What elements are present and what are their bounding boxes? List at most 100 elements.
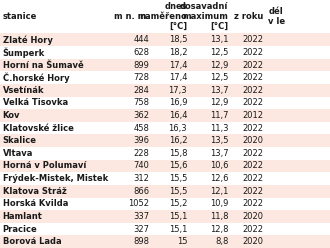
Text: Zlaté Hory: Zlaté Hory: [3, 35, 52, 45]
Text: 12,8: 12,8: [210, 225, 228, 234]
Text: 2022: 2022: [242, 124, 263, 133]
Text: 2022: 2022: [242, 161, 263, 170]
Text: dél
v le: dél v le: [268, 7, 285, 26]
Text: Horní na Šumavě: Horní na Šumavě: [3, 61, 83, 69]
Text: 15,8: 15,8: [169, 149, 187, 158]
Text: 13,7: 13,7: [210, 86, 228, 95]
Text: 2022: 2022: [242, 86, 263, 95]
Text: 12,9: 12,9: [210, 61, 228, 69]
Text: 337: 337: [133, 212, 149, 221]
Bar: [0, 46, 330, 59]
Bar: [0, 160, 330, 172]
Bar: [0, 71, 330, 84]
Text: 444: 444: [133, 35, 149, 44]
Text: 2022: 2022: [242, 199, 263, 208]
Text: 2022: 2022: [242, 61, 263, 69]
Text: dosavadní
maximum
[°C]: dosavadní maximum [°C]: [180, 2, 228, 31]
Text: 396: 396: [133, 136, 149, 145]
Text: 2022: 2022: [242, 98, 263, 107]
Text: 740: 740: [133, 161, 149, 170]
Bar: [0, 147, 330, 160]
Text: 12,9: 12,9: [210, 98, 228, 107]
Text: 17,3: 17,3: [169, 86, 187, 95]
Text: 12,5: 12,5: [210, 73, 228, 82]
Text: 10,9: 10,9: [210, 199, 228, 208]
Text: Vsetínák: Vsetínák: [3, 86, 44, 95]
Text: 17,4: 17,4: [169, 73, 187, 82]
Text: Pracice: Pracice: [3, 225, 37, 234]
Text: m n. m.: m n. m.: [114, 12, 149, 21]
Text: 15,1: 15,1: [169, 212, 187, 221]
Text: 12,6: 12,6: [210, 174, 228, 183]
Text: 16,3: 16,3: [169, 124, 187, 133]
Text: 728: 728: [133, 73, 149, 82]
Text: Vltava: Vltava: [3, 149, 33, 158]
Bar: [0, 210, 330, 223]
Text: 13,7: 13,7: [210, 149, 228, 158]
Text: 16,4: 16,4: [169, 111, 187, 120]
Text: 15,5: 15,5: [169, 187, 187, 196]
Text: 2020: 2020: [242, 237, 263, 246]
Text: 18,2: 18,2: [169, 48, 187, 57]
Text: Klatovské žlice: Klatovské žlice: [3, 124, 74, 133]
Text: z roku: z roku: [234, 12, 263, 21]
Text: Skalice: Skalice: [3, 136, 37, 145]
Text: 2020: 2020: [242, 212, 263, 221]
Text: Horská Kvilda: Horská Kvilda: [3, 199, 68, 208]
Text: 628: 628: [133, 48, 149, 57]
Bar: [0, 122, 330, 134]
Text: Klatova Stráž: Klatova Stráž: [3, 187, 66, 196]
Text: 312: 312: [133, 174, 149, 183]
Text: 15,5: 15,5: [169, 174, 187, 183]
Bar: [0, 96, 330, 109]
Text: 15,1: 15,1: [169, 225, 187, 234]
Text: 16,9: 16,9: [169, 98, 187, 107]
Text: Č.horské Hory: Č.horské Hory: [3, 72, 69, 83]
Text: dnes
naměřeno
[°C]: dnes naměřeno [°C]: [139, 2, 187, 31]
Text: Šumperk: Šumperk: [3, 47, 45, 58]
Text: 228: 228: [133, 149, 149, 158]
Bar: [0, 185, 330, 197]
Text: Borová Lada: Borová Lada: [3, 237, 61, 246]
Text: 1052: 1052: [128, 199, 149, 208]
Text: 15: 15: [177, 237, 187, 246]
Text: Hamlant: Hamlant: [3, 212, 43, 221]
Bar: [0, 59, 330, 71]
Bar: [0, 197, 330, 210]
Bar: [0, 134, 330, 147]
Bar: [0, 109, 330, 122]
Text: 458: 458: [133, 124, 149, 133]
Text: 10,6: 10,6: [210, 161, 228, 170]
Text: Kov: Kov: [3, 111, 20, 120]
Text: Frýdek-Mistek, Mistek: Frýdek-Mistek, Mistek: [3, 174, 108, 183]
Text: stanice: stanice: [3, 12, 37, 21]
Text: 15,2: 15,2: [169, 199, 187, 208]
Text: Horná v Polumaví: Horná v Polumaví: [3, 161, 86, 170]
Text: 327: 327: [133, 225, 149, 234]
Text: 2012: 2012: [242, 111, 263, 120]
Text: 2022: 2022: [242, 149, 263, 158]
Text: 898: 898: [133, 237, 149, 246]
Text: 12,5: 12,5: [210, 48, 228, 57]
Bar: [0, 172, 330, 185]
Text: 2022: 2022: [242, 174, 263, 183]
Bar: [0, 235, 330, 248]
Bar: [0, 223, 330, 235]
Text: 12,1: 12,1: [210, 187, 228, 196]
Text: 866: 866: [133, 187, 149, 196]
Text: 11,3: 11,3: [210, 124, 228, 133]
Text: 16,2: 16,2: [169, 136, 187, 145]
Text: 8,8: 8,8: [215, 237, 228, 246]
Text: 2020: 2020: [242, 136, 263, 145]
Text: 284: 284: [133, 86, 149, 95]
Text: 15,6: 15,6: [169, 161, 187, 170]
Text: 2022: 2022: [242, 35, 263, 44]
Bar: [0, 33, 330, 46]
Text: 362: 362: [133, 111, 149, 120]
Text: 758: 758: [133, 98, 149, 107]
Text: 13,5: 13,5: [210, 136, 228, 145]
Text: 11,7: 11,7: [210, 111, 228, 120]
Text: 17,4: 17,4: [169, 61, 187, 69]
Text: 13,1: 13,1: [210, 35, 228, 44]
Text: 2022: 2022: [242, 73, 263, 82]
